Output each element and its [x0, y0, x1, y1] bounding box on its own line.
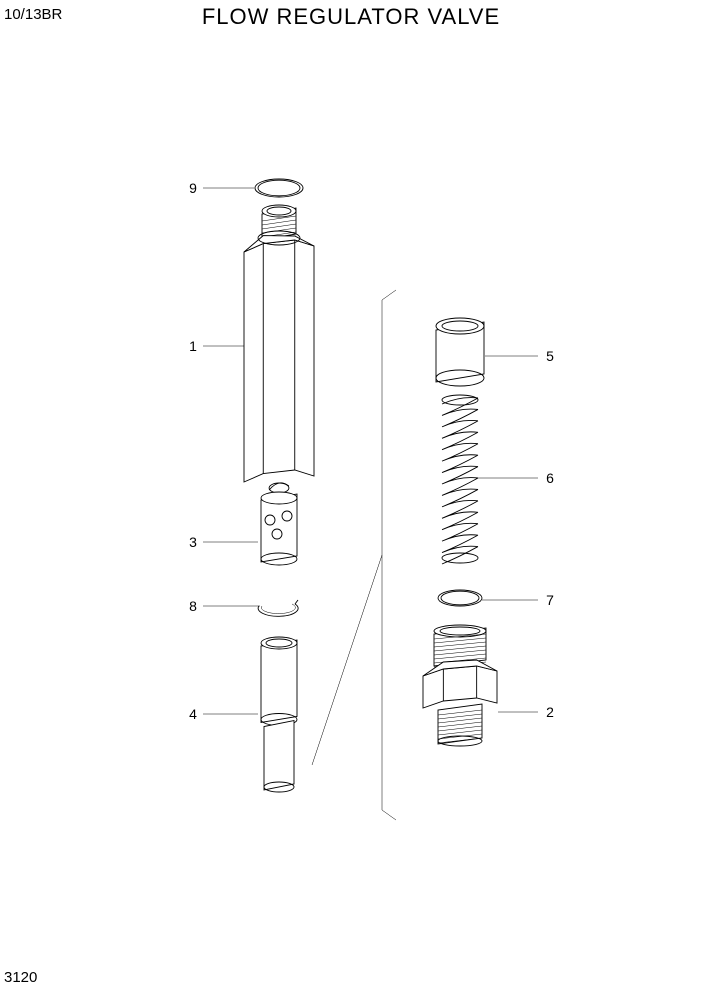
exploded-diagram — [0, 0, 702, 992]
callout-7: 7 — [540, 592, 560, 608]
callout-5: 5 — [540, 348, 560, 364]
callout-4: 4 — [183, 706, 203, 722]
callout-2: 2 — [540, 704, 560, 720]
callout-6: 6 — [540, 470, 560, 486]
callout-1: 1 — [183, 338, 203, 354]
callout-9: 9 — [183, 180, 203, 196]
page-root: 10/13BR FLOW REGULATOR VALVE 3120 913845… — [0, 0, 702, 992]
callout-8: 8 — [183, 598, 203, 614]
callout-3: 3 — [183, 534, 203, 550]
